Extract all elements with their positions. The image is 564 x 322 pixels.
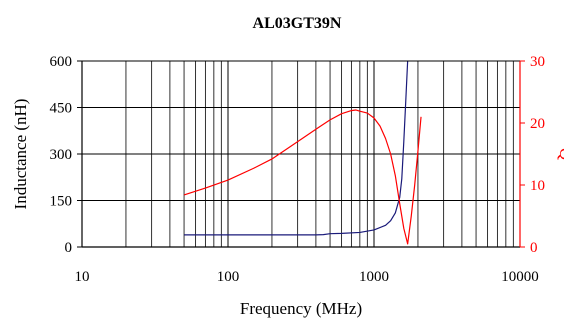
x-axis-label: Frequency (MHz) [240,299,362,318]
x-tick-label: 10 [75,269,90,285]
x-tick-label: 1000 [359,269,389,285]
y-right-tick-label: 0 [530,240,538,256]
inductance-series-line [184,60,409,236]
y-left-tick-label: 600 [50,54,73,70]
y-left-tick-label: 450 [50,101,73,117]
x-tick-label: 100 [217,269,240,285]
y-left-tick-label: 150 [50,194,73,210]
y-left-tick-label: 0 [65,240,73,256]
y-axis-left-label: Inductance (nH) [11,99,30,210]
y-right-tick-label: 20 [530,116,545,132]
y-right-tick-label: 10 [530,178,545,194]
y-axis-right-label: Q [556,148,564,160]
q-series-line [183,109,422,245]
x-tick-label: 10000 [501,269,539,285]
grid [81,60,521,248]
series-layer [183,60,422,245]
y-right-tick-label: 30 [530,54,545,70]
chart-title: AL03GT39N [253,15,342,32]
y-left-tick-label: 300 [50,147,73,163]
